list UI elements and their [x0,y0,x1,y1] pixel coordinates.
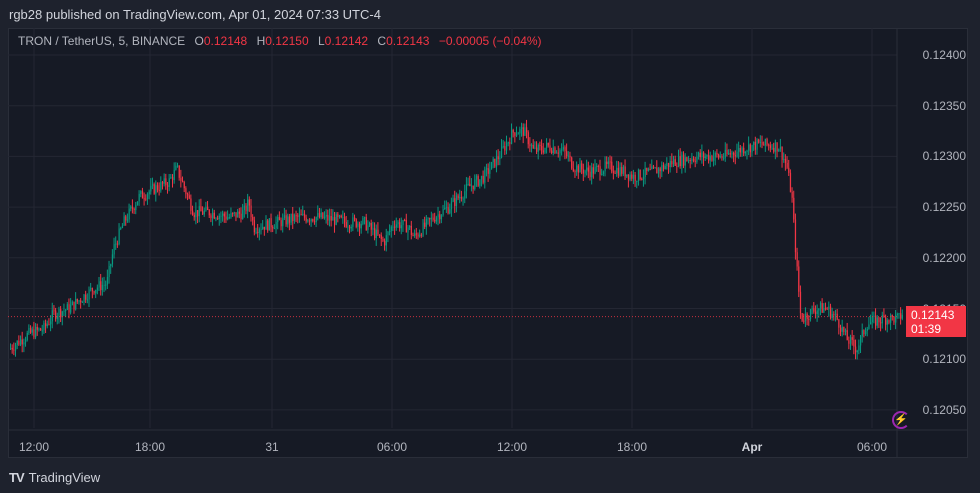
candlestick-chart[interactable] [8,28,968,458]
symbol-title[interactable]: TRON / TetherUS, 5, BINANCE [18,34,186,48]
change-value: −0.00005 (−0.04%) [438,34,542,48]
time-tick-label: 06:00 [376,440,408,454]
time-tick-label: 12:00 [496,440,528,454]
publisher-line: rgb28 published on TradingView.com, Apr … [9,7,381,22]
price-tick-label: 0.12100 [922,352,966,367]
price-tick-label: 0.12050 [922,402,966,417]
time-tick-label: 18:00 [616,440,648,454]
footer: TV TradingView [9,470,100,485]
close-label: C [377,34,387,48]
bar-countdown: 01:39 [911,322,942,336]
time-tick-label: 31 [265,440,279,454]
lightning-icon[interactable]: ⚡ [892,411,910,429]
last-price-badge: 0.12143 01:39 [906,306,966,337]
price-tick-label: 0.12250 [922,200,966,215]
time-tick-label: 12:00 [18,440,50,454]
chart-legend: TRON / TetherUS, 5, BINANCE O0.12148 H0.… [18,34,542,48]
time-tick-label: 18:00 [134,440,166,454]
chart-frame[interactable] [8,28,968,458]
time-tick-label: 06:00 [856,440,888,454]
low-label: L [317,34,325,48]
time-tick-label: Apr [741,440,763,454]
price-tick-label: 0.12350 [922,98,966,113]
high-value: 0.12150 [265,34,309,48]
high-label: H [256,34,266,48]
open-label: O [194,34,204,48]
tradingview-logo-icon: TV [9,470,25,485]
price-tick-label: 0.12300 [922,149,966,164]
last-price-value: 0.12143 [911,308,955,322]
price-tick-label: 0.12400 [922,48,966,62]
low-value: 0.12142 [324,34,369,48]
price-tick-label: 0.12200 [922,250,966,265]
open-value: 0.12148 [203,34,248,48]
close-value: 0.12143 [386,34,430,48]
brand-name: TradingView [28,470,101,485]
